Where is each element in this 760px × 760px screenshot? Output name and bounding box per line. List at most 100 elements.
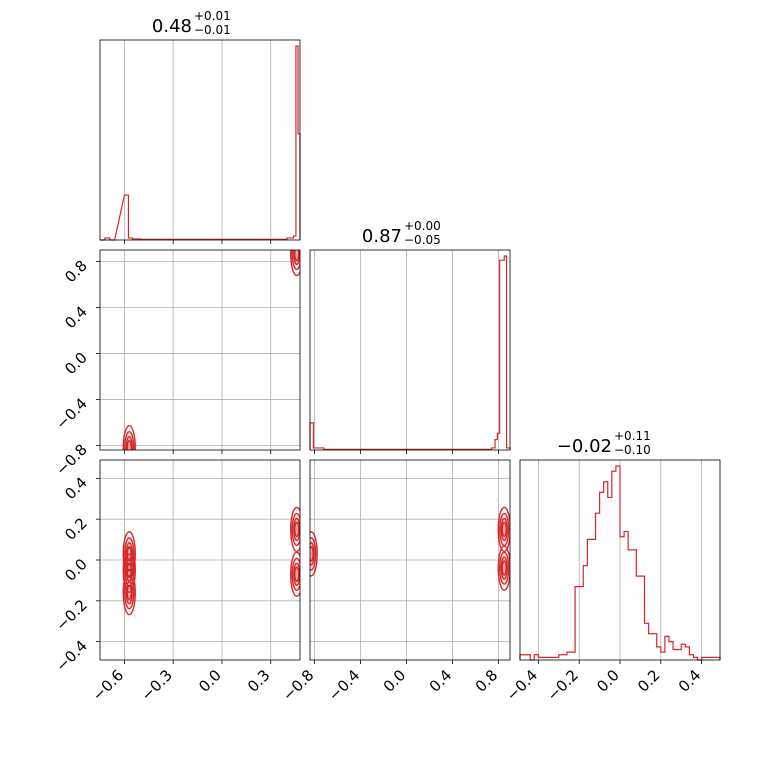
panel-1-1 (309, 249, 511, 451)
contour-level (294, 521, 300, 538)
title-plus: +0.11 (614, 429, 651, 443)
sample-point (295, 528, 298, 531)
sample-point (133, 465, 135, 467)
title-minus: −0.01 (194, 23, 231, 37)
sample-point (288, 222, 290, 224)
x-tick-label: −0.4 (325, 666, 363, 704)
panel-frame (309, 249, 511, 451)
contour-level (290, 551, 300, 597)
sample-point (122, 567, 125, 570)
sample-point (120, 416, 123, 419)
title-2: −0.02 +0.11−0.10 (557, 429, 651, 457)
sample-point (303, 523, 305, 525)
sample-point (288, 543, 291, 546)
contour-level (294, 566, 300, 582)
title-value: −0.02 (557, 436, 612, 457)
y-tick-label: 0.0 (61, 555, 91, 585)
y-tick-label: 0.8 (61, 257, 91, 287)
sample-point (497, 543, 500, 546)
panel-0-2 (99, 459, 304, 661)
contour-level (290, 250, 300, 277)
sample-point (497, 504, 500, 507)
x-tick-label: −0.4 (503, 666, 541, 704)
title-minus: −0.10 (614, 443, 651, 457)
x-tick-label: −0.6 (89, 666, 127, 704)
x-tick-label: −0.3 (138, 666, 176, 704)
x-tick-label: 0.8 (472, 666, 502, 696)
y-tick-label: 0.2 (61, 514, 91, 544)
sample-point (122, 422, 125, 425)
panel-frame (99, 249, 301, 451)
sample-point (495, 498, 498, 501)
y-tick-label: −0.8 (52, 441, 90, 479)
sample-point (302, 552, 304, 554)
sample-point (293, 240, 295, 242)
contour-level (294, 250, 300, 262)
sample-point (134, 615, 137, 618)
y-tick-label: 0.4 (61, 303, 91, 333)
histogram-0 (100, 45, 301, 241)
contour-level (122, 569, 136, 616)
sample-point (134, 471, 136, 473)
title-value: 0.48 (152, 16, 192, 37)
contour-level (126, 440, 132, 450)
panel-2-2 (519, 459, 721, 661)
sample-point (503, 567, 506, 570)
sample-point (294, 246, 296, 248)
contour-level (122, 531, 136, 577)
x-tick-label: −0.8 (279, 666, 317, 704)
x-tick-label: 0.0 (380, 666, 410, 696)
sample-point (295, 573, 298, 576)
x-tick-label: 0.2 (634, 666, 664, 696)
sample-point (120, 561, 123, 564)
sample-point (128, 591, 131, 594)
contour-level (310, 546, 314, 562)
x-tick-label: 0.4 (426, 666, 456, 696)
histogram-1 (309, 255, 511, 450)
panel-0-1 (99, 222, 304, 473)
y-tick-label: −0.4 (52, 395, 90, 433)
title-plus: +0.01 (194, 9, 231, 23)
panel-0-0 (99, 39, 301, 241)
panel-frame (309, 459, 511, 661)
sample-point (300, 270, 302, 272)
sample-point (295, 252, 298, 255)
sample-point (290, 228, 292, 230)
sample-point (300, 591, 302, 593)
sample-point (128, 446, 131, 449)
sample-point (304, 529, 306, 531)
contours (120, 498, 304, 618)
contours (303, 498, 510, 594)
title-1: 0.87 +0.00−0.05 (362, 219, 441, 247)
contour-level (501, 521, 507, 538)
panel-1-2 (303, 459, 511, 661)
sample-point (316, 576, 319, 579)
sample-point (302, 597, 304, 599)
contour-level (310, 531, 318, 577)
panel-frame (99, 39, 301, 241)
x-tick-label: 0.4 (675, 666, 705, 696)
sample-point (307, 541, 309, 543)
x-tick-label: 0.3 (244, 666, 274, 696)
sample-point (289, 504, 292, 507)
title-plus: +0.00 (404, 219, 441, 233)
sample-point (300, 546, 302, 548)
title-value: 0.87 (362, 226, 402, 247)
contour-level (122, 547, 136, 593)
y-tick-label: 0.0 (61, 349, 91, 379)
y-tick-label: −0.2 (52, 596, 90, 634)
contour-level (122, 425, 136, 450)
contour-level (497, 506, 510, 553)
sample-point (503, 528, 506, 531)
sample-point (302, 276, 304, 278)
title-0: 0.48 +0.01−0.01 (152, 9, 231, 37)
contour-level (501, 560, 507, 576)
sample-point (495, 537, 498, 540)
sample-point (122, 528, 125, 531)
contour-level (497, 545, 510, 591)
sample-point (120, 522, 123, 525)
sample-point (122, 545, 125, 548)
contours (120, 222, 304, 473)
sample-point (310, 552, 313, 555)
sample-point (120, 539, 123, 542)
